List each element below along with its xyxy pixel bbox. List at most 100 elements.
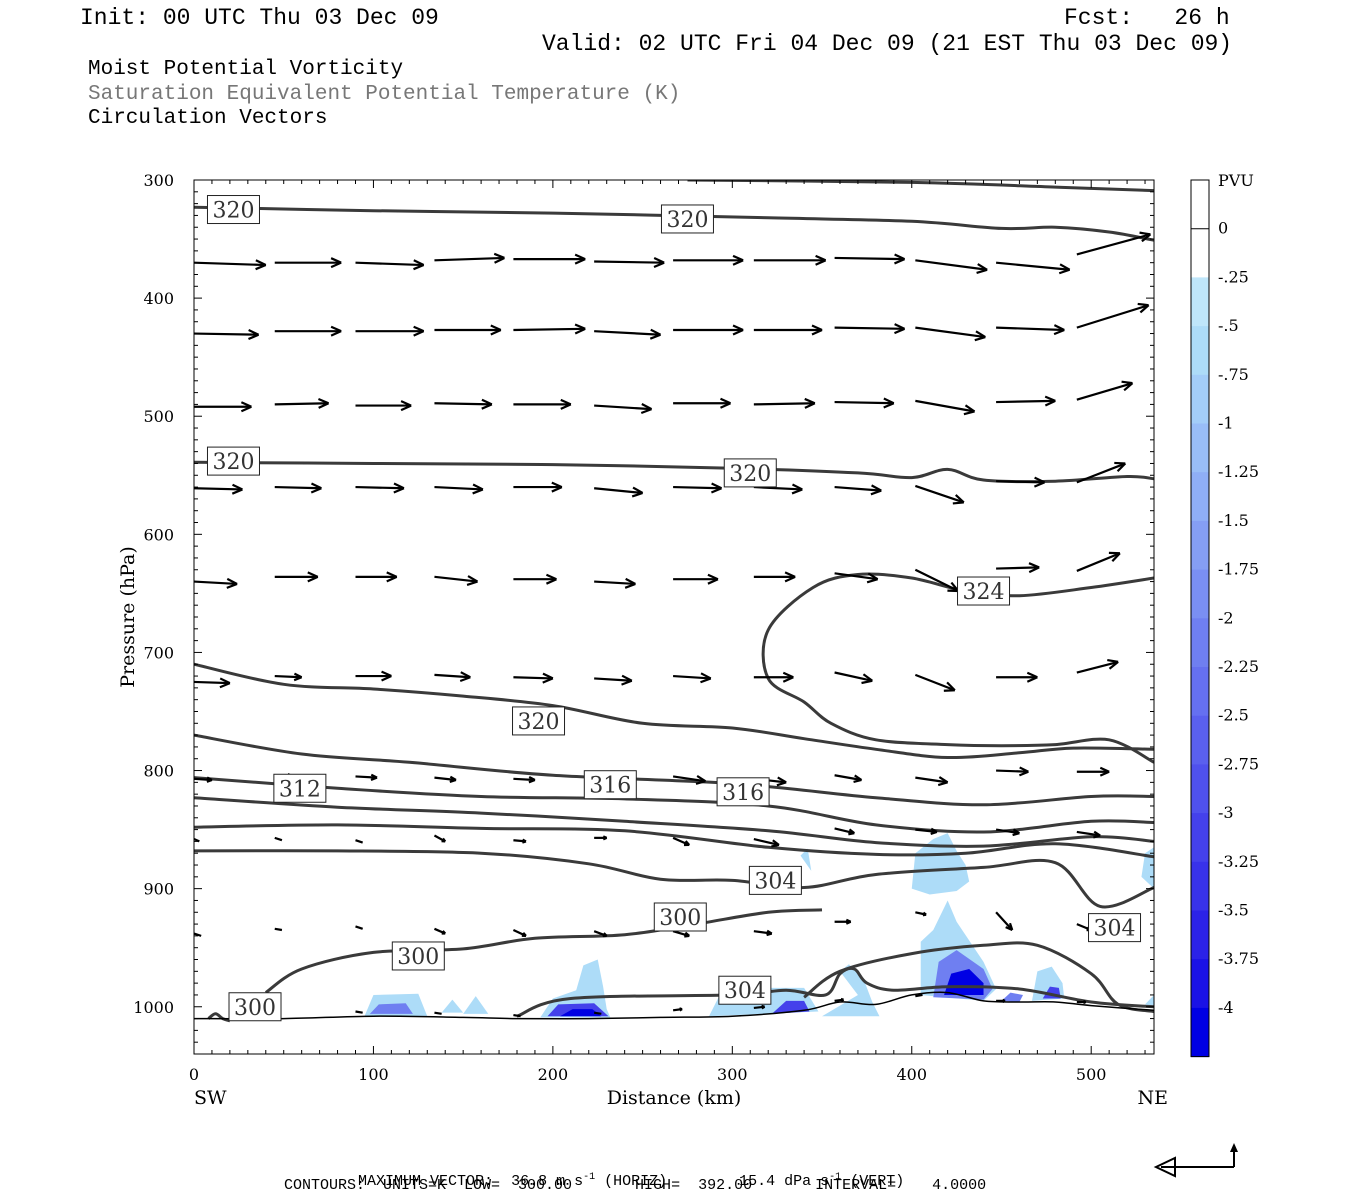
vector-8-4 [512,928,527,937]
colorbar-swatch-17 [1191,1007,1209,1058]
svg-text:320: 320 [729,462,771,487]
contour-label-0: 320 [206,195,260,225]
vector-2-10 [996,395,1056,407]
vector-7-3 [433,834,447,843]
contour-line-9 [194,849,1154,909]
vector-4-1 [274,571,319,583]
y-tick-700: 700 [143,643,174,662]
vector-0-10 [995,261,1071,275]
max-vector-info: MAXIMUM VECTOR: 36.8 m s-1 (HORIZ) 15.4 … [340,1158,904,1190]
field-title-theta-es: Saturation Equivalent Potential Temperat… [88,83,681,106]
contour-line-2 [194,460,1154,484]
contour-label-9: 304 [748,865,802,895]
vector-0-5 [594,257,665,269]
colorbar-level-0: 0 [1218,219,1228,238]
vector-3-3 [434,483,484,495]
contour-line-11 [264,908,823,994]
x-tick-0: 0 [189,1065,199,1084]
vector-0-1 [274,257,342,269]
vector-9-10 [1076,999,1087,1005]
colorbar-swatch-2 [1191,277,1209,327]
contour-line-7 [194,796,1154,848]
colorbar-level-16: -4 [1218,998,1234,1017]
svg-text:320: 320 [518,710,560,735]
vector-6-0 [193,776,213,783]
y-tick-300: 300 [143,171,174,190]
y-tick-600: 600 [143,525,174,544]
vector-9-3 [513,1013,521,1018]
vector-0-9 [915,259,988,274]
vector-0-7 [753,254,827,266]
vector-3-10 [996,476,1046,488]
vector-7-0 [193,838,200,843]
vector-7-1 [274,836,283,842]
vector-5-3 [434,671,471,683]
vector-5-6 [673,672,712,684]
vector-1-9 [915,326,986,342]
vector-2-7 [753,397,816,409]
vector-2-5 [594,403,653,415]
vector-0-0 [193,259,267,271]
contour-labels: 320 320 320 320 324 320 312 316 316 304 300 304 300 3… [206,195,1142,1022]
pv-region-4 [540,959,611,1018]
vector-8-6 [672,930,690,938]
vector-1-6 [673,324,744,336]
vector-1-10 [996,324,1065,336]
colorbar-swatch-11 [1191,715,1209,765]
svg-text:304: 304 [1094,917,1136,942]
colorbar-swatch-5 [1191,423,1209,473]
vector-2-9 [915,399,976,416]
colorbar-level-3: -.75 [1218,365,1249,384]
vector-8-10 [995,911,1014,931]
colorbar-level-8: -2 [1218,608,1234,627]
colorbar-level-1: -.25 [1218,267,1249,286]
vector-9-1 [355,1010,363,1014]
vector-7-6 [672,836,691,847]
vector-7-11 [1076,830,1101,839]
vector-6-8 [834,774,863,784]
pv-colorbar: 0 -.25 -.5 -.75 -1 -1.25 -1.5 -1.75 -2 -2.25 -2.5 -… [1190,179,1259,1058]
vector-0-11 [1076,231,1152,256]
vector-3-5 [594,486,644,498]
contour-label-3: 320 [723,458,777,488]
contour-line-1 [194,205,1154,242]
vector-9-6 [753,1004,766,1010]
colorbar-level-7: -1.75 [1218,560,1259,579]
contour-line-4 [194,662,1154,760]
vector-9-9 [996,998,1006,1003]
vector-2-8 [834,397,895,409]
vector-0-6 [673,254,744,266]
colorbar-swatch-15 [1191,910,1209,960]
colorbar-swatch-12 [1191,764,1209,814]
contour-line-0 [687,180,1154,193]
colorbar-level-11: -2.75 [1218,754,1259,773]
vector-0-8 [834,253,906,265]
contour-label-7: 316 [583,770,637,800]
contour-line-13 [516,966,1154,1018]
colorbar-level-13: -3.25 [1218,852,1259,871]
vector-7-7 [753,837,780,848]
svg-text:312: 312 [279,777,321,802]
colorbar-swatch-8 [1191,569,1209,619]
svg-text:316: 316 [722,781,764,806]
colorbar-swatch-0 [1191,180,1209,230]
pv-region-3 [463,996,489,1014]
contour-label-12: 300 [391,941,445,971]
vector-4-2 [355,571,398,583]
vector-0-4 [513,253,586,265]
vector-6-6 [672,774,706,785]
vector-8-7 [753,929,773,937]
x-tick-500: 500 [1076,1065,1107,1084]
vector-9-4 [593,1011,602,1015]
field-title-mpv: Moist Potential Vorticity [88,58,404,81]
vector-7-8 [834,827,856,836]
contour-line-8 [194,823,1154,859]
vector-0-2 [355,259,425,271]
svg-text:300: 300 [397,945,439,970]
contour-line-12 [207,1012,231,1023]
colorbar-swatch-10 [1191,667,1209,717]
vector-8-9 [915,911,927,917]
pv-region-6 [560,1009,602,1017]
svg-text:320: 320 [212,450,254,475]
svg-text:300: 300 [234,996,276,1021]
